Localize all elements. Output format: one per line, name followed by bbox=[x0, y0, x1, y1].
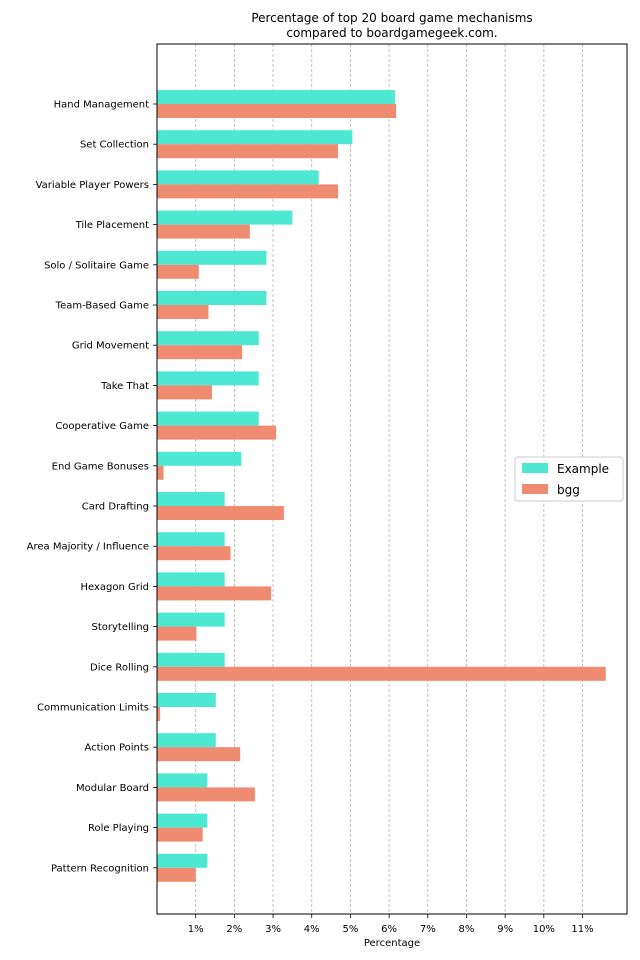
bar-bgg-dice-rolling bbox=[157, 666, 606, 681]
bar-bgg-variable-player-powers bbox=[157, 184, 339, 199]
bar-example-pattern-recognition bbox=[157, 853, 208, 868]
bar-example-tile-placement bbox=[157, 210, 293, 225]
y-tick-label: Pattern Recognition bbox=[51, 863, 149, 874]
bar-example-team-based-game bbox=[157, 291, 267, 305]
y-tick-label: Set Collection bbox=[80, 140, 149, 151]
bar-bgg-modular-board bbox=[157, 787, 255, 802]
bar-bgg-grid-movement bbox=[157, 345, 243, 360]
x-tick-label: 9% bbox=[497, 924, 513, 935]
y-tick-label: Cooperative Game bbox=[55, 421, 149, 432]
bar-bgg-cooperative-game bbox=[157, 425, 277, 440]
legend-label-bgg: bgg bbox=[557, 483, 580, 497]
bar-bgg-card-drafting bbox=[157, 506, 284, 520]
x-tick-label: 7% bbox=[420, 924, 436, 935]
bar-bgg-set-collection bbox=[157, 144, 339, 159]
x-axis-label: Percentage bbox=[364, 938, 420, 949]
bar-example-area-majority-influence bbox=[157, 532, 225, 547]
y-tick-label: Action Points bbox=[84, 743, 149, 754]
y-tick-label: Team-Based Game bbox=[55, 301, 149, 312]
bar-example-card-drafting bbox=[157, 492, 225, 506]
bar-example-set-collection bbox=[157, 130, 353, 145]
bar-bgg-pattern-recognition bbox=[157, 867, 196, 882]
chart-title-line-2: compared to boardgamegeek.com. bbox=[286, 26, 497, 40]
plot-frame bbox=[156, 43, 628, 915]
legend-label-example: Example bbox=[557, 462, 609, 476]
bar-example-hand-management bbox=[157, 90, 395, 104]
y-tick-label: Variable Player Powers bbox=[36, 180, 149, 191]
y-tick-label: Hexagon Grid bbox=[80, 582, 149, 593]
bar-bgg-area-majority-influence bbox=[157, 546, 231, 561]
bar-bgg-tile-placement bbox=[157, 224, 250, 239]
y-tick-label: Tile Placement bbox=[75, 220, 150, 231]
y-tick-label: Communication Limits bbox=[37, 703, 149, 714]
bar-example-grid-movement bbox=[157, 331, 259, 346]
y-tick-label: Solo / Solitaire Game bbox=[44, 260, 149, 271]
y-tick-label: Grid Movement bbox=[72, 341, 149, 352]
x-axis-ticks: 1% 2% 3% 4% 5% 6% 7% 8% 9% 10% 11% bbox=[188, 914, 594, 935]
chart-title-line-1: Percentage of top 20 board game mechanis… bbox=[251, 11, 532, 25]
y-tick-label: Take That bbox=[100, 381, 149, 392]
x-tick-label: 5% bbox=[342, 924, 358, 935]
bar-bgg-action-points bbox=[157, 747, 241, 762]
bar-bgg-team-based-game bbox=[157, 305, 209, 319]
x-tick-label: 8% bbox=[459, 924, 475, 935]
bar-example-take-that bbox=[157, 371, 259, 386]
bar-example-end-game-bonuses bbox=[157, 451, 242, 466]
bar-bgg-role-playing bbox=[157, 827, 203, 842]
y-tick-label: Card Drafting bbox=[82, 502, 149, 513]
bar-bgg-solo-solitaire-game bbox=[157, 264, 199, 279]
y-tick-label: Storytelling bbox=[91, 622, 149, 633]
y-axis-ticks: Hand Management Set Collection Variable Pl… bbox=[27, 100, 157, 874]
y-tick-label: Dice Rolling bbox=[90, 662, 149, 673]
y-tick-label: Area Majority / Influence bbox=[27, 542, 149, 553]
x-tick-label: 3% bbox=[265, 924, 281, 935]
bar-bgg-take-that bbox=[157, 385, 212, 400]
bar-series bbox=[157, 90, 606, 882]
x-tick-label: 4% bbox=[304, 924, 320, 935]
bar-example-cooperative-game bbox=[157, 411, 259, 426]
bar-example-variable-player-powers bbox=[157, 170, 319, 185]
bar-example-hexagon-grid bbox=[157, 572, 225, 587]
x-tick-label: 1% bbox=[188, 924, 204, 935]
x-tick-label: 2% bbox=[226, 924, 242, 935]
bar-bgg-storytelling bbox=[157, 626, 197, 641]
bar-bgg-end-game-bonuses bbox=[157, 465, 164, 480]
y-tick-label: Role Playing bbox=[88, 823, 149, 834]
legend-swatch-bgg bbox=[522, 484, 548, 494]
bar-example-modular-board bbox=[157, 773, 208, 788]
bar-example-solo-solitaire-game bbox=[157, 250, 267, 265]
legend: Example bgg bbox=[514, 456, 624, 502]
bar-example-communication-limits bbox=[157, 693, 216, 707]
y-tick-label: Hand Management bbox=[54, 100, 149, 111]
legend-swatch-example bbox=[522, 463, 548, 473]
y-tick-label: Modular Board bbox=[76, 783, 149, 794]
x-tick-label: 6% bbox=[381, 924, 397, 935]
bar-example-action-points bbox=[157, 733, 216, 748]
bar-example-storytelling bbox=[157, 612, 225, 627]
bar-bgg-communication-limits bbox=[157, 707, 161, 721]
bar-bgg-hexagon-grid bbox=[157, 586, 272, 601]
bar-example-role-playing bbox=[157, 813, 208, 828]
y-tick-label: End Game Bonuses bbox=[52, 461, 149, 472]
bar-bgg-hand-management bbox=[157, 104, 397, 118]
x-tick-label: 11% bbox=[571, 924, 593, 935]
bar-example-dice-rolling bbox=[157, 652, 225, 667]
x-tick-label: 10% bbox=[533, 924, 555, 935]
